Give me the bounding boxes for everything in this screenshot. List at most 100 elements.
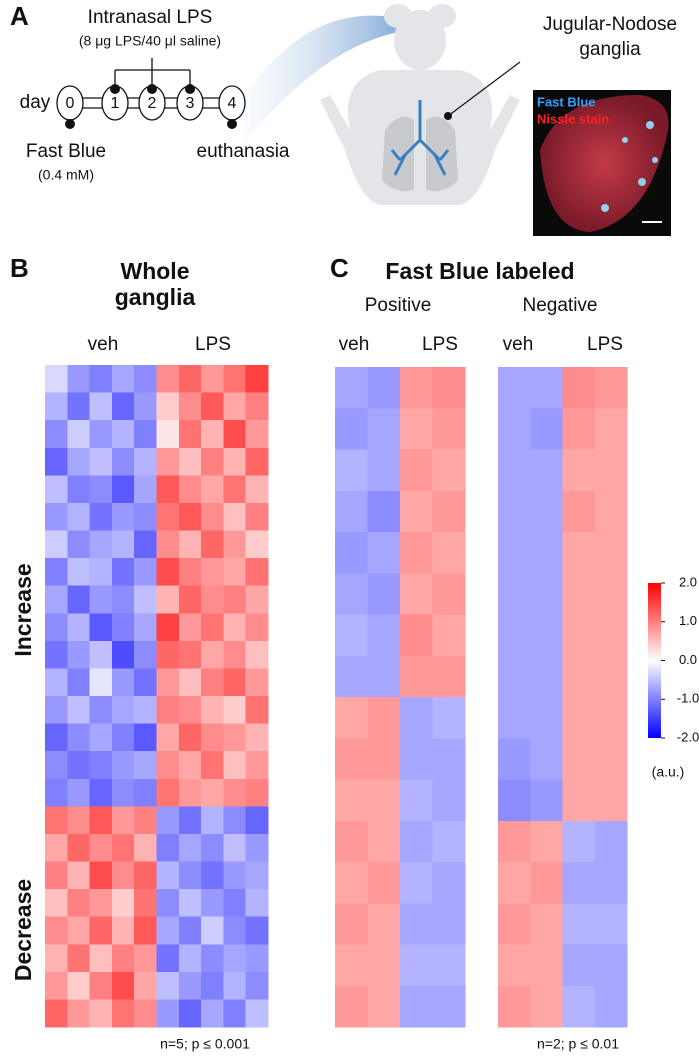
heatmap-cell	[134, 861, 157, 890]
heatmap-cell	[201, 778, 224, 807]
heatmap-cell	[245, 723, 269, 752]
heatmap-cell	[201, 502, 224, 531]
heatmap-cell	[562, 697, 596, 739]
heatmap-cell	[245, 640, 269, 669]
heatmap-cell	[367, 697, 401, 739]
heatmap-cell	[201, 696, 224, 725]
heatmap-cell	[530, 408, 563, 450]
heatmap-cell	[134, 447, 157, 476]
heatmap-cell	[594, 985, 628, 1028]
heatmap-cell	[335, 490, 368, 533]
heatmap-cell	[156, 999, 180, 1028]
day-number: 2	[148, 95, 157, 112]
heatmap-cell	[594, 532, 628, 574]
heatmap-cell	[562, 532, 596, 574]
heatmap-cell	[400, 738, 433, 780]
colorbar-tick-label: 0.0	[679, 652, 697, 667]
heatmap-cell	[67, 613, 91, 642]
heatmap-cell	[45, 502, 68, 531]
heatmap-cell	[594, 820, 628, 863]
heatmap-cell	[201, 530, 224, 559]
heatmap-cell	[367, 985, 401, 1028]
heatmap-cell	[111, 530, 135, 559]
heatmap-cell	[178, 806, 202, 835]
heatmap-cell	[178, 944, 202, 973]
heatmap-cell	[111, 778, 135, 807]
heatmap-cell	[367, 614, 401, 657]
heatmap-cell	[156, 778, 180, 807]
heatmap-cell	[134, 806, 157, 835]
heatmap-cell	[89, 640, 113, 669]
colorbar-tick-label: 2.0	[679, 574, 697, 589]
heatmap-cell	[201, 640, 224, 669]
heatmap-cell	[367, 655, 401, 698]
heatmap-cell	[156, 971, 180, 1000]
footnote: n=2; p ≤ 0.01	[537, 1036, 619, 1052]
heatmap-cell	[201, 999, 224, 1028]
heatmap-cell	[562, 820, 596, 863]
heatmap-cell	[201, 861, 224, 890]
heatmap-cell	[134, 723, 157, 752]
panel-title: Fast Blue labeled	[385, 258, 574, 284]
heatmap-cell	[223, 778, 247, 807]
heatmap-cell	[530, 985, 563, 1028]
tracer-dose: (0.4 mM)	[38, 167, 94, 183]
heatmap-cell	[594, 490, 628, 533]
endpoint: euthanasia	[197, 141, 290, 162]
heatmap-cell	[67, 806, 91, 835]
heatmap-cell	[111, 889, 135, 918]
heatmap-cell	[134, 392, 157, 421]
heatmap-cell	[156, 640, 180, 669]
heatmap-cell	[201, 971, 224, 1000]
heatmap-cell	[400, 490, 433, 533]
heatmap-cell	[45, 530, 68, 559]
heatmap-cell	[45, 999, 68, 1028]
heatmap-cell	[111, 806, 135, 835]
column-label: LPS	[195, 334, 231, 355]
heatmap-cell	[156, 447, 180, 476]
heatmap-cell	[245, 558, 269, 587]
heatmap-cell	[178, 889, 202, 918]
heatmap-cell	[89, 889, 113, 918]
heatmap-cell	[223, 999, 247, 1028]
heatmap-cell	[530, 449, 563, 492]
heatmap-cell	[134, 999, 157, 1028]
heatmap-cell	[245, 833, 269, 862]
heatmap-cell	[562, 573, 596, 615]
dose-dots	[65, 84, 237, 129]
heatmap-cell	[594, 738, 628, 780]
heatmap-cell	[67, 889, 91, 918]
column-label: LPS	[422, 334, 458, 355]
heatmap-cell	[178, 833, 202, 862]
heatmap-cell	[245, 365, 269, 394]
heatmap-cell	[530, 738, 563, 780]
heatmap-cell	[111, 861, 135, 890]
heatmap-cell	[223, 861, 247, 890]
heatmap-cell	[594, 449, 628, 492]
heatmap-cell	[67, 447, 91, 476]
heatmap-cell	[432, 985, 466, 1028]
heatmap-cell	[178, 392, 202, 421]
heatmap-cell	[245, 999, 269, 1028]
heatmap-cell	[201, 916, 224, 945]
heatmap-cell	[432, 367, 466, 409]
pointer	[447, 61, 521, 117]
heatmap-cell	[432, 738, 466, 780]
heatmap-cell	[335, 944, 368, 987]
heatmap-cell	[178, 916, 202, 945]
heatmap-cell	[45, 585, 68, 614]
heatmap-cell	[45, 420, 68, 449]
heatmap-cell	[89, 613, 113, 642]
heatmap-cell	[111, 475, 135, 504]
heatmap-cell	[223, 530, 247, 559]
pointer-dot	[444, 112, 452, 120]
heatmap-cell	[45, 889, 68, 918]
heatmap-cell	[594, 779, 628, 822]
heatmap-cell	[67, 723, 91, 752]
heatmap-cell	[201, 751, 224, 780]
heatmap-cell	[156, 751, 180, 780]
heatmap-cell	[223, 889, 247, 918]
heatmap-cell	[245, 696, 269, 725]
heatmap-cell	[156, 365, 180, 394]
heatmap-cell	[45, 640, 68, 669]
